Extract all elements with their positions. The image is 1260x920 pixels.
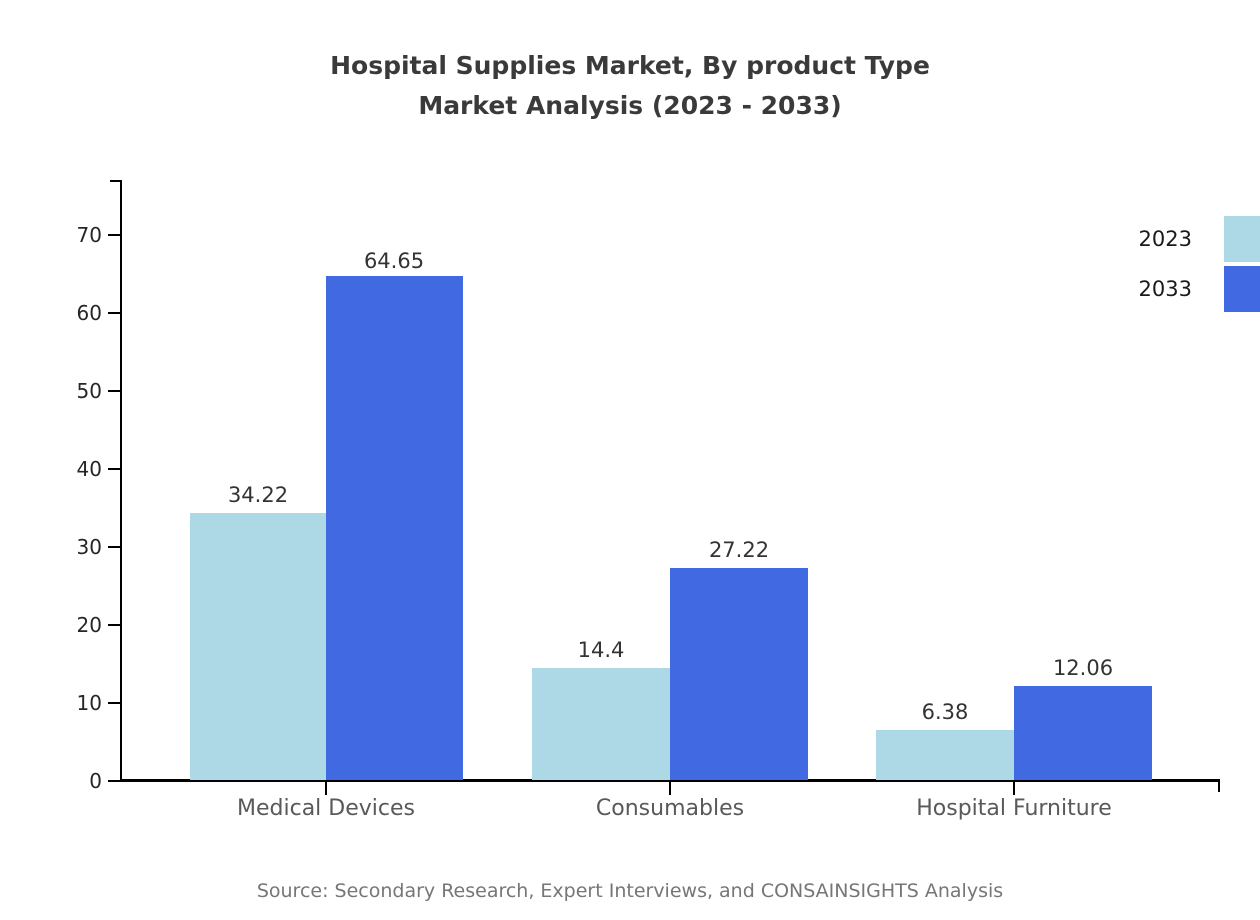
bar-consumables-2023[interactable] <box>532 668 670 780</box>
y-tick-50 <box>108 390 121 392</box>
y-tick-label-60: 60 <box>76 301 102 325</box>
x-tick-medical-devices <box>325 781 327 795</box>
bar-medical-devices-2033[interactable] <box>326 276 463 780</box>
y-tick-label-70: 70 <box>76 223 102 247</box>
bar-value-medical-devices-2023: 34.22 <box>227 483 289 507</box>
bar-value-hospital-furniture-2023: 6.38 <box>921 700 969 724</box>
y-tick-label-0: 0 <box>89 769 102 793</box>
bar-value-medical-devices-2033: 64.65 <box>363 249 425 273</box>
bar-value-consumables-2033: 27.22 <box>708 538 770 562</box>
source-note: Source: Secondary Research, Expert Inter… <box>256 880 1004 902</box>
chart-title-line-1: Hospital Supplies Market, By product Typ… <box>330 51 930 80</box>
x-axis-line <box>120 779 1220 782</box>
chart-title: Hospital Supplies Market, By product Typ… <box>0 46 1260 126</box>
y-tick-label-40: 40 <box>76 457 102 481</box>
y-axis-line <box>120 180 122 781</box>
x-tick-hospital-furniture <box>1013 781 1015 795</box>
y-tick-label-30: 30 <box>76 535 102 559</box>
bar-consumables-2033[interactable] <box>670 568 808 780</box>
legend-item-2023[interactable]: 2023 <box>1100 216 1260 266</box>
x-tick-consumables <box>669 781 671 795</box>
y-tick-label-10: 10 <box>76 691 102 715</box>
chart-title-line-2: Market Analysis (2023 - 2033) <box>418 91 842 120</box>
legend-label-2023: 2023 <box>1138 227 1192 251</box>
bar-medical-devices-2023[interactable] <box>190 513 326 780</box>
chart-legend: 2023 2033 <box>1100 216 1260 316</box>
x-tick-label-medical-devices: Medical Devices <box>237 796 415 821</box>
y-tick-label-50: 50 <box>76 379 102 403</box>
bar-value-consumables-2023: 14.4 <box>577 638 625 662</box>
y-tick-70 <box>108 234 121 236</box>
x-tick-label-consumables: Consumables <box>595 796 745 821</box>
legend-swatch-2033-icon <box>1224 266 1260 312</box>
legend-swatch-2023-icon <box>1224 216 1260 262</box>
y-tick-60 <box>108 312 121 314</box>
legend-item-2033[interactable]: 2033 <box>1100 266 1260 316</box>
x-axis-end-cap <box>1218 779 1220 792</box>
legend-label-2033: 2033 <box>1138 277 1192 301</box>
x-tick-label-hospital-furniture: Hospital Furniture <box>916 796 1112 821</box>
y-tick-10 <box>108 702 121 704</box>
y-tick-30 <box>108 546 121 548</box>
y-tick-20 <box>108 624 121 626</box>
y-tick-0 <box>108 780 121 782</box>
bar-hospital-furniture-2033[interactable] <box>1014 686 1152 780</box>
bar-hospital-furniture-2023[interactable] <box>876 730 1014 780</box>
y-tick-label-20: 20 <box>76 613 102 637</box>
y-tick-40 <box>108 468 121 470</box>
y-axis-top-cap <box>110 180 122 182</box>
bar-value-hospital-furniture-2033: 12.06 <box>1052 656 1114 680</box>
